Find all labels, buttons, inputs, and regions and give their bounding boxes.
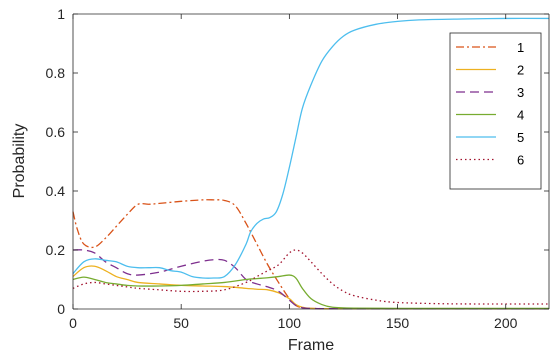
legend-label-5: 5: [517, 130, 524, 145]
x-tick-label: 150: [386, 315, 410, 331]
x-axis-label: Frame: [288, 337, 334, 354]
series-line-4: [72, 274, 549, 310]
series-line-6: [72, 249, 550, 305]
legend: 1 2 3 4 5 6: [449, 32, 542, 190]
series-line-3: [72, 249, 549, 310]
legend-label-4: 4: [517, 108, 524, 123]
y-tick-label: 0.8: [46, 65, 66, 81]
y-tick-label: 0.2: [46, 242, 66, 258]
series-line-5: [72, 17, 550, 279]
axes: [72, 13, 550, 310]
x-tick-label: 100: [278, 315, 302, 331]
x-tick-label: 0: [69, 315, 77, 331]
tick-labels: 0 50 100 150 200 0 0.2 0.4 0.6 0.8 1: [46, 6, 518, 331]
y-tick-label: 1: [57, 6, 65, 22]
x-tick-label: 200: [494, 315, 518, 331]
legend-label-1: 1: [517, 40, 524, 55]
legend-box: [449, 32, 542, 190]
y-tick-label: 0: [57, 301, 65, 317]
legend-label-6: 6: [517, 153, 524, 168]
legend-items: 1 2 3 4 5 6: [456, 40, 524, 168]
legend-label-2: 2: [517, 63, 524, 78]
y-axis-label: Probability: [11, 124, 28, 199]
x-tick-label: 50: [173, 315, 189, 331]
y-tick-label: 0.6: [46, 124, 66, 140]
y-tick-label: 0.4: [46, 183, 66, 199]
legend-label-3: 3: [517, 85, 524, 100]
